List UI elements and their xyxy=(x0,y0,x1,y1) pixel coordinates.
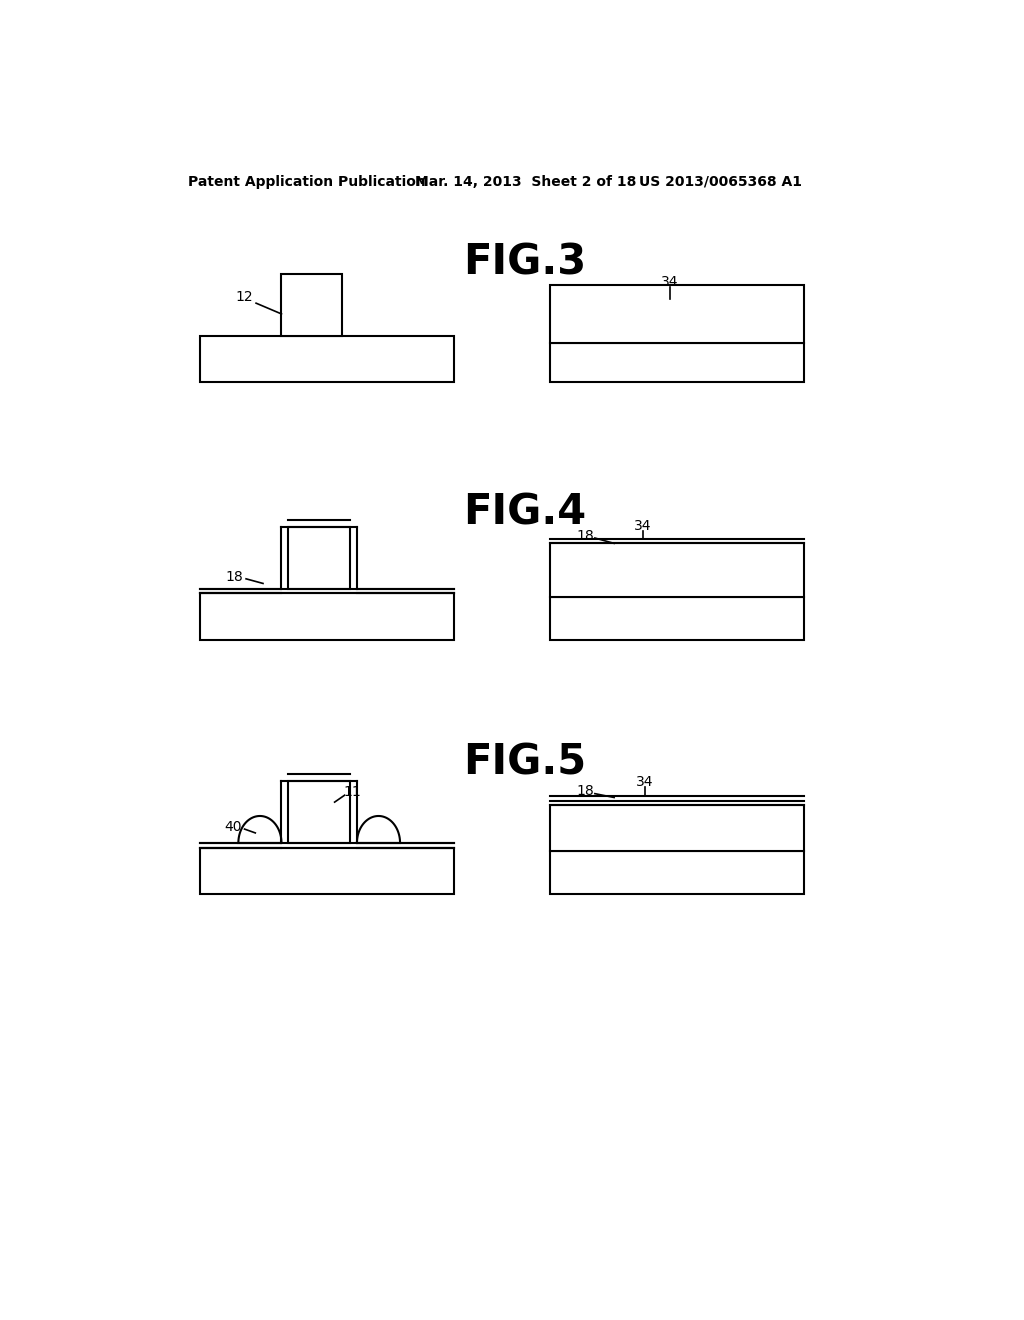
Text: US 2013/0065368 A1: US 2013/0065368 A1 xyxy=(639,174,802,189)
Text: 18: 18 xyxy=(575,784,594,799)
Text: 34: 34 xyxy=(636,775,653,789)
Bar xyxy=(550,544,804,598)
Text: FIG.3: FIG.3 xyxy=(463,242,587,284)
Bar xyxy=(550,285,804,343)
Text: 18: 18 xyxy=(575,529,594,543)
Text: 40: 40 xyxy=(224,820,242,834)
Bar xyxy=(289,781,350,843)
Bar xyxy=(200,594,454,640)
Bar xyxy=(550,851,804,894)
Text: Mar. 14, 2013  Sheet 2 of 18: Mar. 14, 2013 Sheet 2 of 18 xyxy=(416,174,637,189)
Text: 34: 34 xyxy=(634,519,651,533)
Text: FIG.4: FIG.4 xyxy=(463,491,587,533)
Text: 12: 12 xyxy=(236,290,253,304)
Bar xyxy=(550,597,804,640)
Text: 11: 11 xyxy=(343,785,361,799)
Text: 34: 34 xyxy=(660,275,678,289)
Bar xyxy=(550,343,804,381)
Text: Patent Application Publication: Patent Application Publication xyxy=(188,174,426,189)
Bar xyxy=(281,275,342,335)
Text: FIG.5: FIG.5 xyxy=(463,742,587,784)
Bar xyxy=(550,805,804,851)
Bar xyxy=(200,847,454,894)
Text: 18: 18 xyxy=(225,570,244,585)
Bar xyxy=(200,335,454,381)
Bar xyxy=(289,527,350,589)
